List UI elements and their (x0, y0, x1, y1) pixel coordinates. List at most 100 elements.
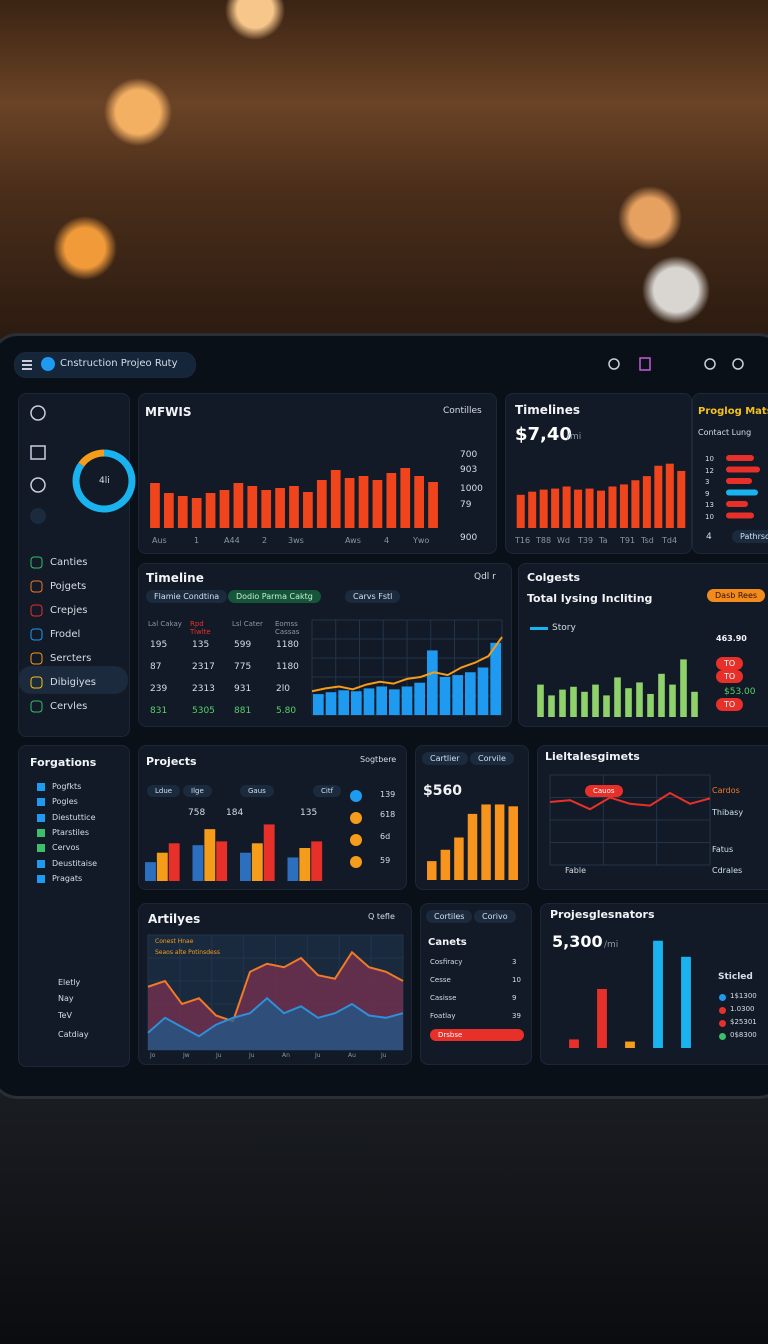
unit: /mi (604, 940, 619, 950)
row-value: 9 (512, 994, 517, 1002)
panel-title: MFWIS (145, 405, 192, 419)
bar (414, 682, 425, 715)
bar (691, 691, 698, 717)
bar (358, 476, 369, 528)
bar (313, 694, 324, 715)
nav-icon (30, 676, 43, 689)
tab[interactable]: Cortiles (426, 910, 473, 923)
bar (275, 488, 285, 528)
row-value: 10 (705, 455, 714, 463)
line (311, 636, 503, 693)
value[interactable]: TO (716, 698, 744, 711)
bar (625, 1041, 635, 1048)
bar (574, 489, 583, 528)
table-cell: 5305 (192, 706, 215, 716)
table-cell: 775 (234, 662, 252, 672)
bar (559, 689, 566, 717)
nav-item: Sercters (50, 653, 92, 664)
bar (233, 483, 244, 528)
panel-title: Proglog Mats (698, 406, 768, 417)
legend: Story (552, 623, 576, 633)
nav-icon (30, 652, 43, 665)
chart (30, 700, 43, 713)
figure: 135 (300, 808, 318, 818)
panel-title: Timelines (515, 403, 580, 417)
bar (528, 491, 537, 528)
chart (72, 449, 136, 513)
nav-item: Crepjes (50, 605, 88, 616)
list-item: Cervos (52, 843, 80, 853)
table-cell: 239 (150, 684, 168, 694)
tab[interactable]: Corivo (474, 910, 516, 923)
panel-title: Artilyes (148, 912, 201, 926)
list-icon (37, 874, 45, 883)
table-cell: 135 (192, 640, 210, 650)
table-cell: 2l0 (276, 684, 290, 694)
line (147, 950, 404, 1023)
table-cell: 1180 (276, 662, 299, 672)
value[interactable]: TO (716, 657, 744, 670)
list-item: Ptarstiles (52, 827, 89, 837)
chip[interactable]: Ldue (147, 785, 181, 797)
chip[interactable]: Gaus (240, 785, 274, 797)
row-value: 3 (705, 478, 710, 486)
footer-item: Nay (58, 994, 74, 1003)
chart (30, 676, 43, 689)
bar (614, 677, 621, 717)
bar (263, 824, 275, 881)
bar (389, 689, 400, 715)
bar (608, 486, 617, 528)
chip[interactable]: Citf (313, 785, 342, 797)
nav-item: Frodel (50, 629, 81, 640)
button[interactable]: Drsbse (430, 1029, 524, 1041)
value: 139 (380, 790, 396, 799)
badge[interactable]: Cauos (585, 785, 623, 797)
bar (192, 845, 204, 881)
bar (653, 940, 663, 1048)
bar (585, 488, 594, 528)
axis-label: 903 (460, 465, 478, 475)
panel (537, 745, 768, 890)
dot (350, 856, 362, 868)
value[interactable]: $53.00 (724, 687, 756, 697)
table-cell: 5.80 (276, 706, 297, 716)
bar (597, 989, 607, 1048)
chart (37, 813, 45, 822)
table-cell: 87 (150, 662, 162, 672)
nav-icon (30, 628, 43, 641)
button[interactable]: Pathrson (732, 530, 768, 543)
legend-dot (719, 1020, 726, 1027)
value: 6d (380, 832, 391, 841)
chip[interactable]: Ilge (183, 785, 212, 797)
tab[interactable]: Cartlier (422, 752, 468, 765)
tag: Qdl r (474, 572, 496, 582)
bar (247, 486, 258, 528)
tab[interactable]: Corvile (470, 752, 514, 765)
chart (37, 798, 45, 807)
bar (658, 673, 665, 717)
button[interactable]: Dodio Parma Caktg (228, 590, 321, 603)
chart (719, 994, 726, 1001)
x-label: T39 (578, 536, 594, 545)
table-header: Rpd Tiwlte (190, 620, 211, 636)
panel-title: Lieltalesgimets (545, 750, 640, 763)
bar (726, 455, 754, 461)
legend: Seaos alte Potinsdess (155, 949, 220, 956)
button[interactable]: Flamie Condtina (146, 590, 228, 603)
table-cell: 2317 (192, 662, 215, 672)
bar (351, 691, 362, 715)
axis-label: 700 (460, 450, 478, 460)
bar (581, 691, 588, 717)
button[interactable]: Carvs Fstl (345, 590, 401, 603)
button[interactable]: Dasb Rees (707, 589, 766, 602)
bar (465, 672, 476, 715)
bar (562, 486, 571, 528)
value: 59 (380, 856, 391, 865)
chart (719, 1020, 726, 1027)
chart (37, 874, 45, 883)
value[interactable]: TO (716, 670, 744, 683)
active-item[interactable] (18, 666, 128, 694)
line (549, 791, 711, 811)
bar (251, 843, 263, 881)
chart (30, 652, 43, 665)
